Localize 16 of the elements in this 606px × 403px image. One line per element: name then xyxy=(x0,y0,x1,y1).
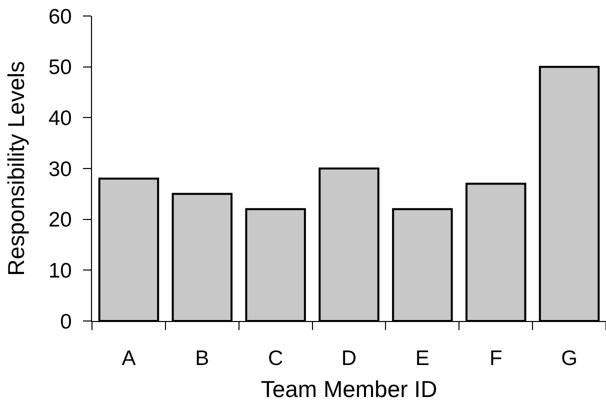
y-tick-label: 50 xyxy=(48,56,72,80)
y-axis-title: Responsibility Levels xyxy=(2,61,29,276)
x-tick-label: F xyxy=(489,347,502,370)
x-tick-label: E xyxy=(415,347,430,370)
y-tick-label: 10 xyxy=(48,260,72,283)
y-tick-label: 20 xyxy=(48,208,72,232)
y-tick-label: 60 xyxy=(48,5,72,28)
y-tick-label: 0 xyxy=(60,310,72,334)
y-tick-label: 40 xyxy=(48,107,72,130)
x-tick-label: D xyxy=(341,347,357,370)
x-tick-label: C xyxy=(268,347,284,370)
x-axis-title: Team Member ID xyxy=(260,376,438,402)
x-tick-label: A xyxy=(122,347,136,370)
x-tick-label: G xyxy=(561,347,578,370)
y-tick-label: 30 xyxy=(48,158,72,181)
x-tick-label: B xyxy=(195,347,210,370)
